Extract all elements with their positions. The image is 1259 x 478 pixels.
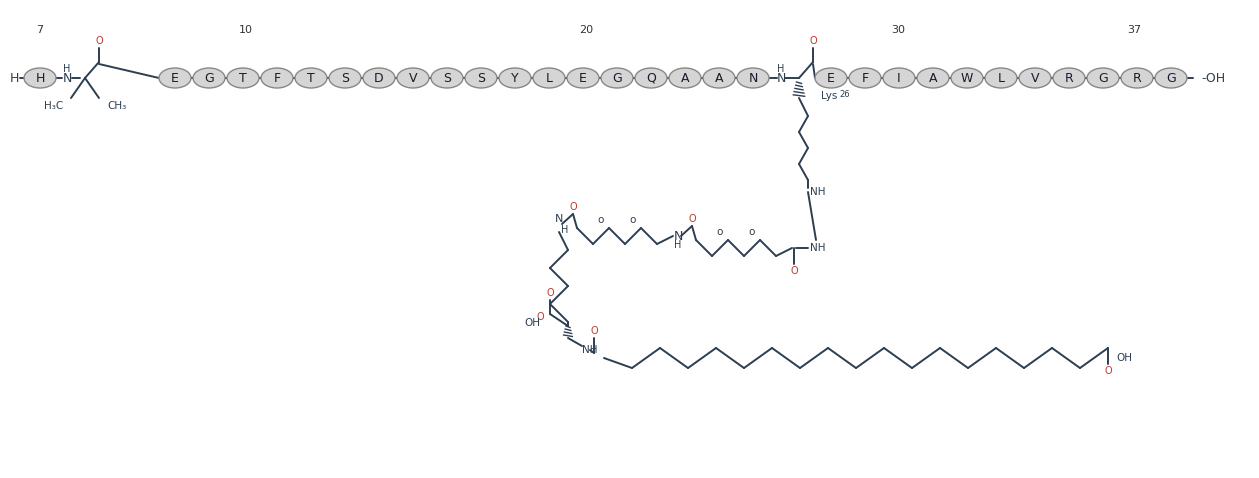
Ellipse shape bbox=[1019, 68, 1051, 88]
Text: R: R bbox=[1133, 72, 1142, 85]
Text: H: H bbox=[9, 72, 19, 85]
Text: H: H bbox=[63, 64, 71, 74]
Ellipse shape bbox=[363, 68, 395, 88]
Text: L: L bbox=[545, 72, 553, 85]
Text: H: H bbox=[562, 225, 569, 235]
Ellipse shape bbox=[24, 68, 55, 88]
Text: A: A bbox=[681, 72, 689, 85]
Text: o: o bbox=[749, 227, 755, 237]
Text: V: V bbox=[409, 72, 417, 85]
Text: H: H bbox=[777, 64, 784, 74]
Text: N: N bbox=[62, 72, 72, 85]
Text: Lys: Lys bbox=[821, 91, 837, 101]
Text: W: W bbox=[961, 72, 973, 85]
Text: 30: 30 bbox=[891, 25, 905, 35]
Text: OH: OH bbox=[1115, 353, 1132, 363]
Text: S: S bbox=[341, 72, 349, 85]
Text: T: T bbox=[307, 72, 315, 85]
Ellipse shape bbox=[1053, 68, 1085, 88]
Text: O: O bbox=[96, 36, 103, 46]
Ellipse shape bbox=[601, 68, 633, 88]
Text: T: T bbox=[239, 72, 247, 85]
Text: N: N bbox=[555, 214, 563, 224]
Text: Y: Y bbox=[511, 72, 519, 85]
Text: 20: 20 bbox=[579, 25, 593, 35]
Text: O: O bbox=[791, 266, 798, 276]
Ellipse shape bbox=[295, 68, 327, 88]
Ellipse shape bbox=[465, 68, 497, 88]
Text: OH: OH bbox=[524, 318, 540, 328]
Text: G: G bbox=[1166, 72, 1176, 85]
Text: 7: 7 bbox=[37, 25, 44, 35]
Ellipse shape bbox=[499, 68, 531, 88]
Text: F: F bbox=[273, 72, 281, 85]
Text: o: o bbox=[716, 227, 723, 237]
Text: H₃C: H₃C bbox=[44, 101, 63, 111]
Ellipse shape bbox=[567, 68, 599, 88]
Ellipse shape bbox=[815, 68, 847, 88]
Text: E: E bbox=[579, 72, 587, 85]
Text: S: S bbox=[443, 72, 451, 85]
Text: A: A bbox=[929, 72, 937, 85]
Text: N: N bbox=[674, 229, 682, 242]
Text: F: F bbox=[861, 72, 869, 85]
Text: L: L bbox=[997, 72, 1005, 85]
Text: NH: NH bbox=[811, 187, 826, 197]
Ellipse shape bbox=[533, 68, 565, 88]
Text: R: R bbox=[1065, 72, 1074, 85]
Ellipse shape bbox=[1121, 68, 1153, 88]
Text: H: H bbox=[35, 72, 44, 85]
Ellipse shape bbox=[849, 68, 881, 88]
Text: O: O bbox=[810, 36, 817, 46]
Text: N: N bbox=[748, 72, 758, 85]
Ellipse shape bbox=[917, 68, 949, 88]
Ellipse shape bbox=[703, 68, 735, 88]
Ellipse shape bbox=[193, 68, 225, 88]
Text: D: D bbox=[374, 72, 384, 85]
Text: O: O bbox=[689, 214, 696, 224]
Text: V: V bbox=[1031, 72, 1039, 85]
Text: o: o bbox=[598, 215, 604, 225]
Ellipse shape bbox=[635, 68, 667, 88]
Ellipse shape bbox=[1155, 68, 1187, 88]
Text: CH₃: CH₃ bbox=[107, 101, 126, 111]
Text: O: O bbox=[590, 326, 598, 336]
Text: I: I bbox=[898, 72, 900, 85]
Text: Q: Q bbox=[646, 72, 656, 85]
Ellipse shape bbox=[737, 68, 769, 88]
Text: NH: NH bbox=[582, 345, 598, 355]
Text: G: G bbox=[1098, 72, 1108, 85]
Ellipse shape bbox=[1087, 68, 1119, 88]
Ellipse shape bbox=[397, 68, 429, 88]
Text: G: G bbox=[612, 72, 622, 85]
Text: O: O bbox=[546, 288, 554, 298]
Text: NH: NH bbox=[811, 243, 826, 253]
Text: E: E bbox=[827, 72, 835, 85]
Text: N: N bbox=[777, 72, 786, 85]
Ellipse shape bbox=[159, 68, 191, 88]
Ellipse shape bbox=[329, 68, 361, 88]
Text: G: G bbox=[204, 72, 214, 85]
Text: 26: 26 bbox=[838, 90, 850, 99]
Text: S: S bbox=[477, 72, 485, 85]
Text: H: H bbox=[675, 240, 681, 250]
Text: E: E bbox=[171, 72, 179, 85]
Ellipse shape bbox=[883, 68, 915, 88]
Text: -OH: -OH bbox=[1201, 72, 1225, 85]
Ellipse shape bbox=[951, 68, 983, 88]
Text: O: O bbox=[536, 312, 544, 322]
Text: O: O bbox=[1104, 366, 1112, 376]
Ellipse shape bbox=[227, 68, 259, 88]
Text: A: A bbox=[715, 72, 723, 85]
Text: o: o bbox=[630, 215, 636, 225]
Ellipse shape bbox=[261, 68, 293, 88]
Ellipse shape bbox=[669, 68, 701, 88]
Ellipse shape bbox=[985, 68, 1017, 88]
Text: 37: 37 bbox=[1127, 25, 1141, 35]
Ellipse shape bbox=[431, 68, 463, 88]
Text: O: O bbox=[569, 202, 577, 212]
Text: 10: 10 bbox=[239, 25, 253, 35]
